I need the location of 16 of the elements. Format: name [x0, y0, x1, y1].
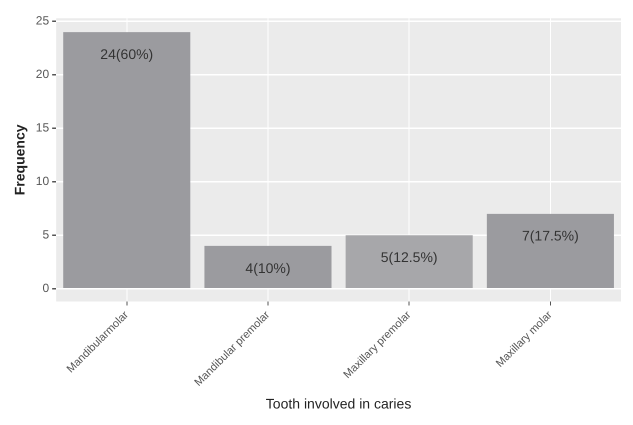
bar [346, 235, 473, 288]
x-axis-title: Tooth involved in caries [266, 395, 412, 412]
bar [486, 214, 614, 288]
y-tick-label: 20 [36, 67, 50, 82]
y-axis-title: Frequency [11, 124, 28, 196]
data-label: 5(12.5%) [380, 249, 438, 266]
y-tick-label: 0 [42, 281, 50, 296]
data-label: 7(17.5%) [522, 228, 579, 244]
y-tick-label: 15 [36, 120, 50, 135]
bar [63, 32, 190, 288]
y-tick-label: 5 [42, 228, 50, 242]
y-tick-label: 25 [36, 14, 50, 28]
data-label: 24(60%) [100, 46, 154, 62]
bar [204, 246, 332, 288]
y-tick-label: 10 [36, 174, 50, 188]
data-label: 4(10%) [245, 260, 291, 276]
